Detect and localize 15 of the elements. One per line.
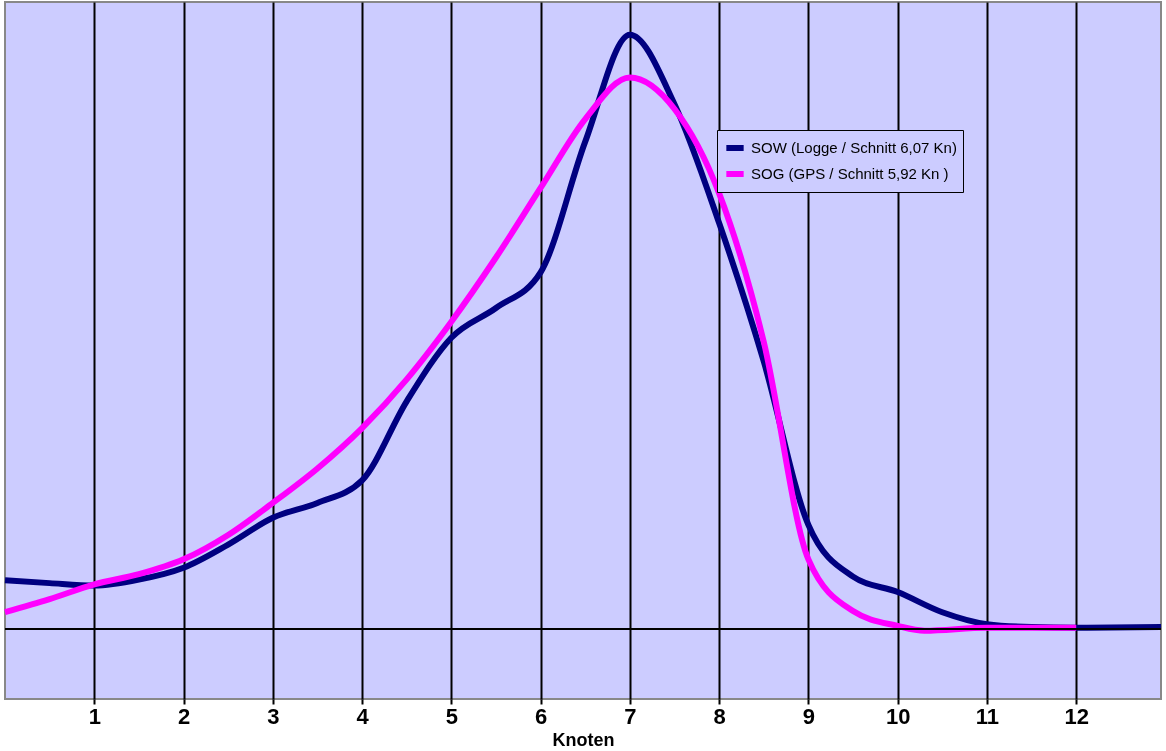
x-tick-label: 6 (534, 703, 548, 729)
x-tick-label: 4 (356, 703, 370, 729)
x-tick-label: 3 (267, 703, 280, 729)
x-tick-label: 8 (713, 703, 726, 729)
x-tick-label: 5 (445, 703, 458, 729)
x-tick-label: 7 (624, 703, 637, 729)
x-tick-label: 11 (975, 703, 1000, 729)
x-tick-label: 10 (885, 703, 911, 729)
x-tick-label: 2 (177, 703, 191, 729)
x-axis-title: Knoten (552, 729, 615, 750)
x-tick-label: 1 (88, 703, 101, 729)
x-tick-label: 12 (1064, 703, 1089, 729)
legend-label: SOW (Logge / Schnitt 6,07 Kn) (751, 139, 957, 156)
legend-label: SOG (GPS / Schnitt 5,92 Kn ) (751, 165, 949, 182)
x-tick-label: 9 (802, 703, 816, 729)
